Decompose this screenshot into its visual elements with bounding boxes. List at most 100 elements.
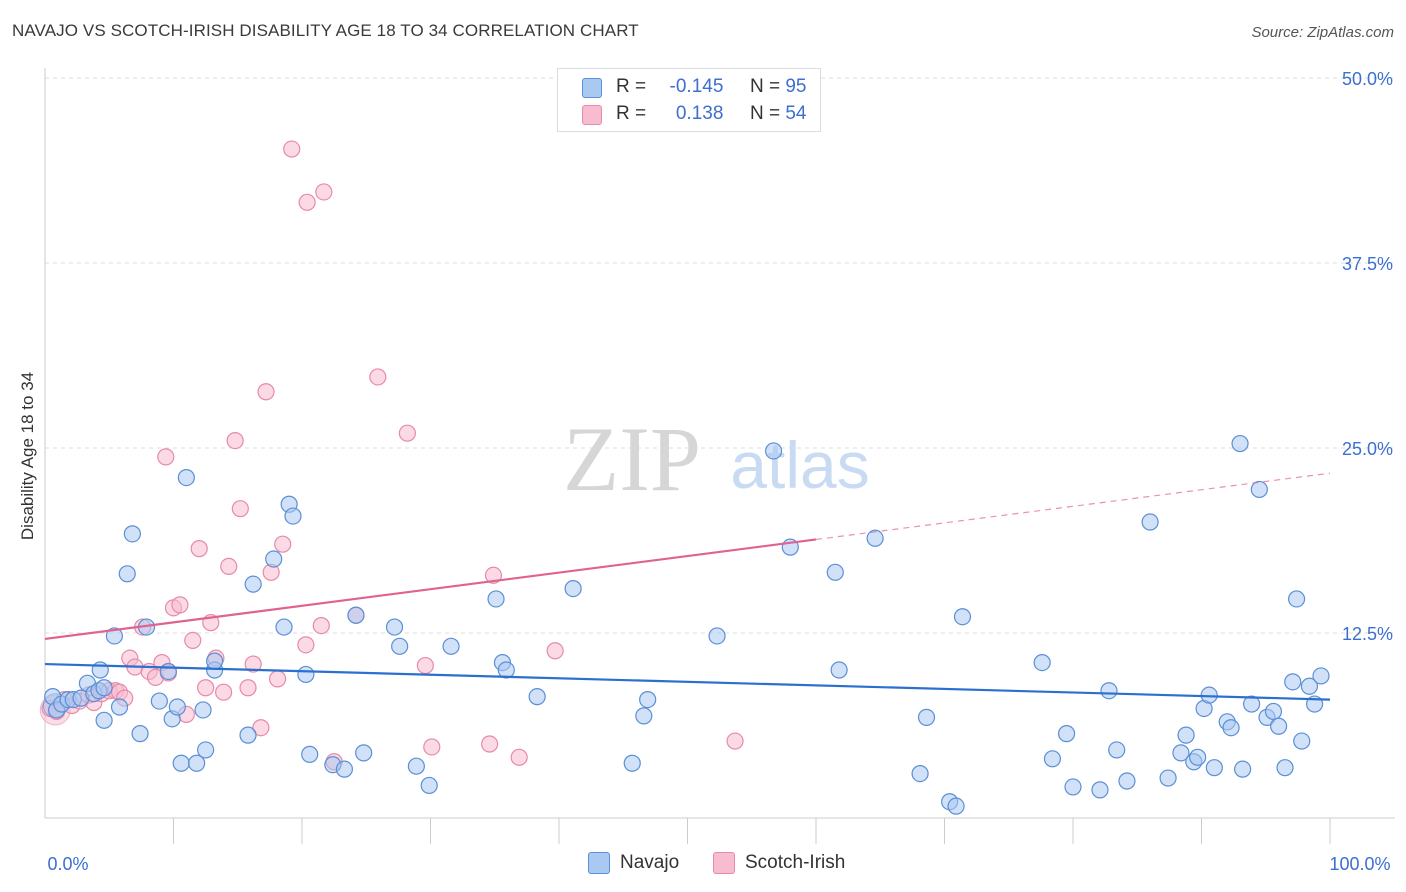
x-tick-label: 0.0% xyxy=(47,854,88,874)
y-tick-label: 12.5% xyxy=(1342,624,1393,644)
navajo-point xyxy=(239,726,257,744)
navajo-point xyxy=(95,679,113,697)
legend-navajo-r-label: R = xyxy=(616,76,647,97)
navajo-point xyxy=(131,725,149,743)
navajo-point xyxy=(391,637,409,655)
scotch-irish-point xyxy=(298,193,316,211)
navajo-point xyxy=(297,665,315,684)
navajo-point xyxy=(1057,725,1076,743)
legend-navajo-r-value: -0.145 xyxy=(669,76,724,97)
scotch-irish-point xyxy=(257,383,275,401)
scotch-irish-point xyxy=(171,596,189,614)
watermark-zip: ZIP xyxy=(563,408,701,510)
navajo-point xyxy=(1276,759,1294,777)
navajo-point xyxy=(911,764,929,783)
navajo-point xyxy=(953,608,972,626)
navajo-point xyxy=(301,745,319,763)
navajo-point xyxy=(1172,744,1190,762)
legend-navajo-n-value: 95 xyxy=(785,76,807,97)
scotch-irish-point xyxy=(546,642,564,660)
y-tick-label: 50.0% xyxy=(1342,69,1393,89)
legend-item-scotch-irish[interactable]: Scotch-Irish xyxy=(713,852,845,874)
navajo-point xyxy=(347,606,365,624)
scotch-irish-point xyxy=(423,738,441,756)
watermark: ZIP atlas xyxy=(563,408,870,510)
navajo-point xyxy=(1312,667,1330,685)
tick-labels: 12.5% 25.0% 37.5% 50.0% 0.0% 100.0% xyxy=(47,69,1393,874)
scotch-irish-point xyxy=(312,616,330,635)
chart-title: NAVAJO VS SCOTCH-IRISH DISABILITY AGE 18… xyxy=(12,21,639,40)
navajo-point xyxy=(1287,590,1306,608)
navajo-point xyxy=(1284,673,1302,691)
source-label: Source: ZipAtlas.com xyxy=(1251,24,1394,41)
navajo-point xyxy=(168,698,186,716)
scotch-irish-point xyxy=(283,140,301,158)
scotch-irish-point xyxy=(184,631,202,650)
navajo-point xyxy=(420,776,438,795)
scotch-irish-point xyxy=(220,557,238,576)
legend-navajo-n-label: N = xyxy=(749,76,781,97)
navajo-point xyxy=(159,662,177,681)
navajo-point xyxy=(1100,682,1118,700)
navajo-point xyxy=(635,707,653,725)
legend-scotch-n-label: N = xyxy=(749,103,781,124)
navajo-point xyxy=(442,637,460,655)
correlation-legend: R = -0.145 N = 95 R = 0.138 N = 54 xyxy=(557,68,821,132)
legend-scotch-n-value: 54 xyxy=(785,103,807,124)
navajo-point xyxy=(1269,717,1288,735)
legend-item-navajo[interactable]: Navajo xyxy=(588,852,679,874)
x-tick-label: 100.0% xyxy=(1329,854,1390,874)
navajo-point xyxy=(639,690,657,709)
navajo-point xyxy=(1205,759,1223,777)
scotch-irish-point xyxy=(231,500,249,518)
navajo-point xyxy=(118,565,136,583)
navajo-swatch xyxy=(582,78,602,98)
navajo-point xyxy=(487,590,505,608)
navajo-point xyxy=(708,627,726,645)
scotch-irish-point xyxy=(481,735,499,753)
navajo-point xyxy=(206,652,224,670)
navajo-point xyxy=(826,563,844,581)
navajo-point xyxy=(284,507,302,525)
navajo-point xyxy=(1159,769,1177,787)
legend-scotch-r-value: 0.138 xyxy=(675,103,724,124)
scotch-irish-point xyxy=(484,566,503,584)
y-tick-label: 25.0% xyxy=(1342,439,1393,459)
navajo-point xyxy=(188,754,206,772)
navajo-point xyxy=(866,529,884,547)
navajo-point xyxy=(497,661,515,679)
navajo-point xyxy=(1108,741,1126,759)
navajo-point xyxy=(1231,434,1249,453)
navajo-point xyxy=(1064,778,1082,796)
navajo-point xyxy=(1043,750,1062,768)
navajo-point xyxy=(1091,781,1109,799)
scotch-irish-point xyxy=(252,719,270,737)
navajo-point xyxy=(1293,732,1311,750)
legend-navajo-label: Navajo xyxy=(620,852,680,874)
navajo-point xyxy=(172,754,190,772)
navajo-point xyxy=(1118,772,1136,790)
legend-scotch-r-label: R = xyxy=(616,103,647,124)
scotch-irish-point xyxy=(510,748,528,766)
navajo-point xyxy=(95,711,113,729)
navajo-point xyxy=(1177,726,1195,744)
navajo-point xyxy=(385,618,404,636)
navajo-point xyxy=(528,688,546,706)
navajo-point xyxy=(150,692,168,710)
scotch-irish-point xyxy=(416,656,434,675)
navajo-point xyxy=(1300,677,1319,695)
scotch-irish-point xyxy=(215,683,233,701)
scotch-irish-point xyxy=(315,183,333,201)
navajo-point xyxy=(830,661,848,679)
scotch-irish-point xyxy=(297,636,315,654)
scotch-irish-point xyxy=(197,679,215,697)
navajo-point xyxy=(623,754,641,772)
navajo-point xyxy=(1243,695,1261,713)
navajo-point xyxy=(110,698,129,716)
scotch-irish-point xyxy=(726,732,744,750)
navajo-point xyxy=(564,579,582,598)
navajo-point xyxy=(1264,702,1283,721)
navajo-point xyxy=(275,618,293,636)
scotch-irish-swatch xyxy=(582,105,602,125)
